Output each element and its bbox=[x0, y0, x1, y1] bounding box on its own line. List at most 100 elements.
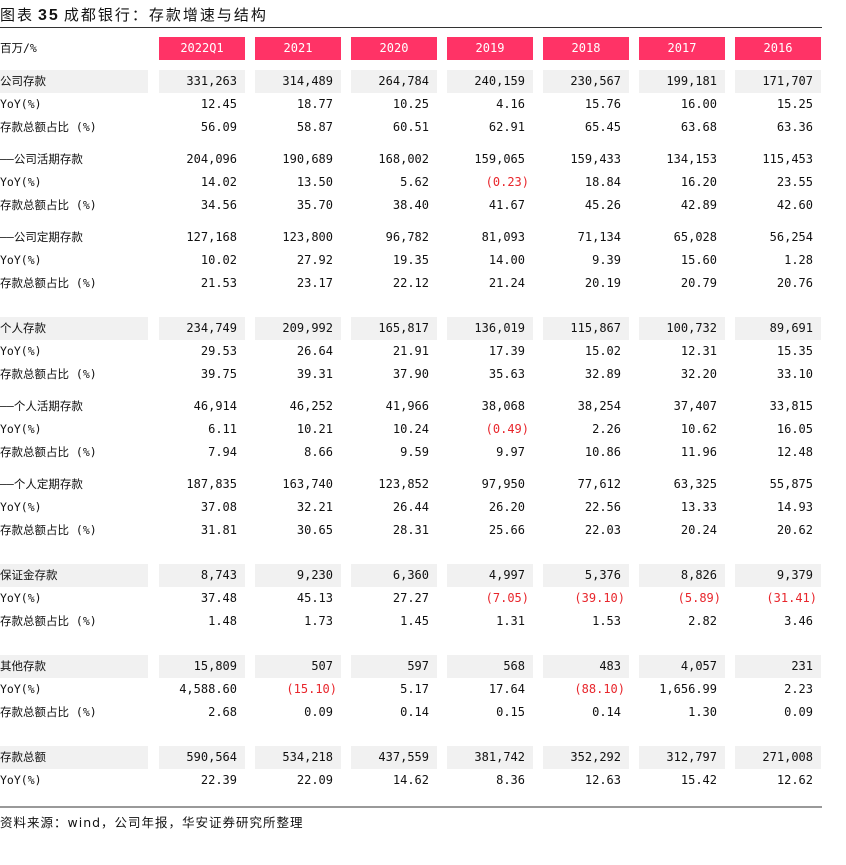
table-row-yoy: YoY(%) 12.45 18.77 10.25 4.16 15.76 16.00 15.25 bbox=[0, 93, 822, 116]
table-cell: 100,732 bbox=[639, 317, 725, 340]
column-header-2022q1: 2022Q1 bbox=[159, 37, 245, 60]
table-cell: 352,292 bbox=[543, 746, 629, 769]
table-cell: 15.76 bbox=[584, 97, 621, 111]
row-label: ——个人定期存款 bbox=[0, 477, 83, 491]
table-cell: 22.56 bbox=[584, 500, 621, 514]
table-cell: 23.17 bbox=[296, 276, 333, 290]
table-row-share: 存款总额占比 (%) 21.53 23.17 22.12 21.24 20.19 20.79… bbox=[0, 272, 822, 295]
table-row-yoy: YoY(%) 37.08 32.21 26.44 26.20 22.56 13.33 14.9… bbox=[0, 496, 822, 519]
table-row-sub: ——个人定期存款 187,835 163,740 123,852 97,950 77,61… bbox=[0, 473, 822, 496]
table-cell: (15.10) bbox=[286, 682, 337, 696]
table-cell: 136,019 bbox=[447, 317, 533, 340]
table-cell: 62.91 bbox=[488, 120, 525, 134]
table-cell: 171,707 bbox=[735, 70, 821, 93]
table-cell: 41,966 bbox=[385, 399, 429, 413]
table-cell: 507 bbox=[255, 655, 341, 678]
row-label: 保证金存款 bbox=[0, 564, 148, 587]
row-label: YoY(%) bbox=[0, 500, 42, 514]
table-cell: 6,360 bbox=[351, 564, 437, 587]
table-row-yoy: YoY(%) 4,588.60 (15.10) 5.17 17.64 (88.10) 1,6… bbox=[0, 678, 822, 701]
table-cell: 0.14 bbox=[592, 705, 621, 719]
table-cell: 71,134 bbox=[577, 230, 621, 244]
table-cell: 39.75 bbox=[200, 367, 237, 381]
table-cell: 1.30 bbox=[688, 705, 717, 719]
table-cell: (7.05) bbox=[485, 591, 529, 605]
table-cell: 199,181 bbox=[639, 70, 725, 93]
table-cell: 37.48 bbox=[200, 591, 237, 605]
row-label: ——公司定期存款 bbox=[0, 230, 83, 244]
table-cell: 31.81 bbox=[200, 523, 237, 537]
table-cell: 568 bbox=[447, 655, 533, 678]
column-header-2016: 2016 bbox=[735, 37, 821, 60]
table-cell: 10.25 bbox=[392, 97, 429, 111]
table-cell: 14.62 bbox=[392, 773, 429, 787]
table-cell: 63,325 bbox=[673, 477, 717, 491]
row-label: 存款总额占比 (%) bbox=[0, 120, 97, 134]
table-cell: 7.94 bbox=[208, 445, 237, 459]
table-cell: 0.09 bbox=[784, 705, 813, 719]
row-label: ——个人活期存款 bbox=[0, 399, 83, 413]
table-cell: 30.65 bbox=[296, 523, 333, 537]
table-row-main: 公司存款 331,263 314,489 264,784 240,159 230,567 1… bbox=[0, 70, 822, 93]
table-cell: 14.02 bbox=[200, 175, 237, 189]
table-cell: 5.17 bbox=[400, 682, 429, 696]
table-cell: 55,875 bbox=[769, 477, 813, 491]
table-cell: 15.02 bbox=[584, 344, 621, 358]
table-cell: 65.45 bbox=[584, 120, 621, 134]
table-cell: 32.89 bbox=[584, 367, 621, 381]
table-cell: 42.89 bbox=[680, 198, 717, 212]
table-cell: 483 bbox=[543, 655, 629, 678]
table-cell: 8.66 bbox=[304, 445, 333, 459]
table-row-share: 存款总额占比 (%) 56.09 58.87 60.51 62.91 65.45 63.68… bbox=[0, 116, 822, 139]
table-cell: 15,809 bbox=[159, 655, 245, 678]
table-row-yoy: YoY(%) 6.11 10.21 10.24 (0.49) 2.26 10.62 16.05 bbox=[0, 418, 822, 441]
table-cell: 204,096 bbox=[186, 152, 237, 166]
column-header-2021: 2021 bbox=[255, 37, 341, 60]
table-cell: 37,407 bbox=[673, 399, 717, 413]
table-cell: 271,008 bbox=[735, 746, 821, 769]
table-cell: 38,254 bbox=[577, 399, 621, 413]
table-cell: 1.45 bbox=[400, 614, 429, 628]
table-cell: 16.00 bbox=[680, 97, 717, 111]
table-cell: 17.39 bbox=[488, 344, 525, 358]
table-cell: 0.09 bbox=[304, 705, 333, 719]
table-cell: 20.62 bbox=[776, 523, 813, 537]
table-cell: 11.96 bbox=[680, 445, 717, 459]
table-cell: 37.90 bbox=[392, 367, 429, 381]
table-cell: 8,743 bbox=[159, 564, 245, 587]
table-row-main: 保证金存款 8,743 9,230 6,360 4,997 5,376 8,826 9,379 bbox=[0, 564, 822, 587]
table-cell: 33,815 bbox=[769, 399, 813, 413]
table-cell: 39.31 bbox=[296, 367, 333, 381]
table-cell: 26.44 bbox=[392, 500, 429, 514]
table-cell: 10.24 bbox=[392, 422, 429, 436]
table-cell: 13.50 bbox=[296, 175, 333, 189]
table-cell: 2.68 bbox=[208, 705, 237, 719]
table-cell: 2.23 bbox=[784, 682, 813, 696]
table-cell: 42.60 bbox=[776, 198, 813, 212]
table-cell: 123,800 bbox=[282, 230, 333, 244]
table-row-main: 个人存款 234,749 209,992 165,817 136,019 115,867 1… bbox=[0, 317, 822, 340]
table-cell: 27.27 bbox=[392, 591, 429, 605]
table-cell: 27.92 bbox=[296, 253, 333, 267]
table-cell: 240,159 bbox=[447, 70, 533, 93]
table-cell: 10.02 bbox=[200, 253, 237, 267]
column-header-2017: 2017 bbox=[639, 37, 725, 60]
table-cell: 20.24 bbox=[680, 523, 717, 537]
table-cell: 9.59 bbox=[400, 445, 429, 459]
table-cell: 597 bbox=[351, 655, 437, 678]
table-cell: 1.28 bbox=[784, 253, 813, 267]
table-row-main: 其他存款 15,809 507 597 568 483 4,057 231 bbox=[0, 655, 822, 678]
table-cell: 18.84 bbox=[584, 175, 621, 189]
row-label: YoY(%) bbox=[0, 253, 42, 267]
table-cell: 18.77 bbox=[296, 97, 333, 111]
table-cell: 12.45 bbox=[200, 97, 237, 111]
table-cell: 58.87 bbox=[296, 120, 333, 134]
table-cell: 96,782 bbox=[385, 230, 429, 244]
table-cell: 20.19 bbox=[584, 276, 621, 290]
table-cell: 0.15 bbox=[496, 705, 525, 719]
table-row-yoy: YoY(%) 22.39 22.09 14.62 8.36 12.63 15.42 12.62 bbox=[0, 769, 822, 792]
table-row-share: 存款总额占比 (%) 7.94 8.66 9.59 9.97 10.86 11.96 12.4… bbox=[0, 441, 822, 464]
table-cell: 21.91 bbox=[392, 344, 429, 358]
table-cell: 35.63 bbox=[488, 367, 525, 381]
table-cell: 46,914 bbox=[193, 399, 237, 413]
